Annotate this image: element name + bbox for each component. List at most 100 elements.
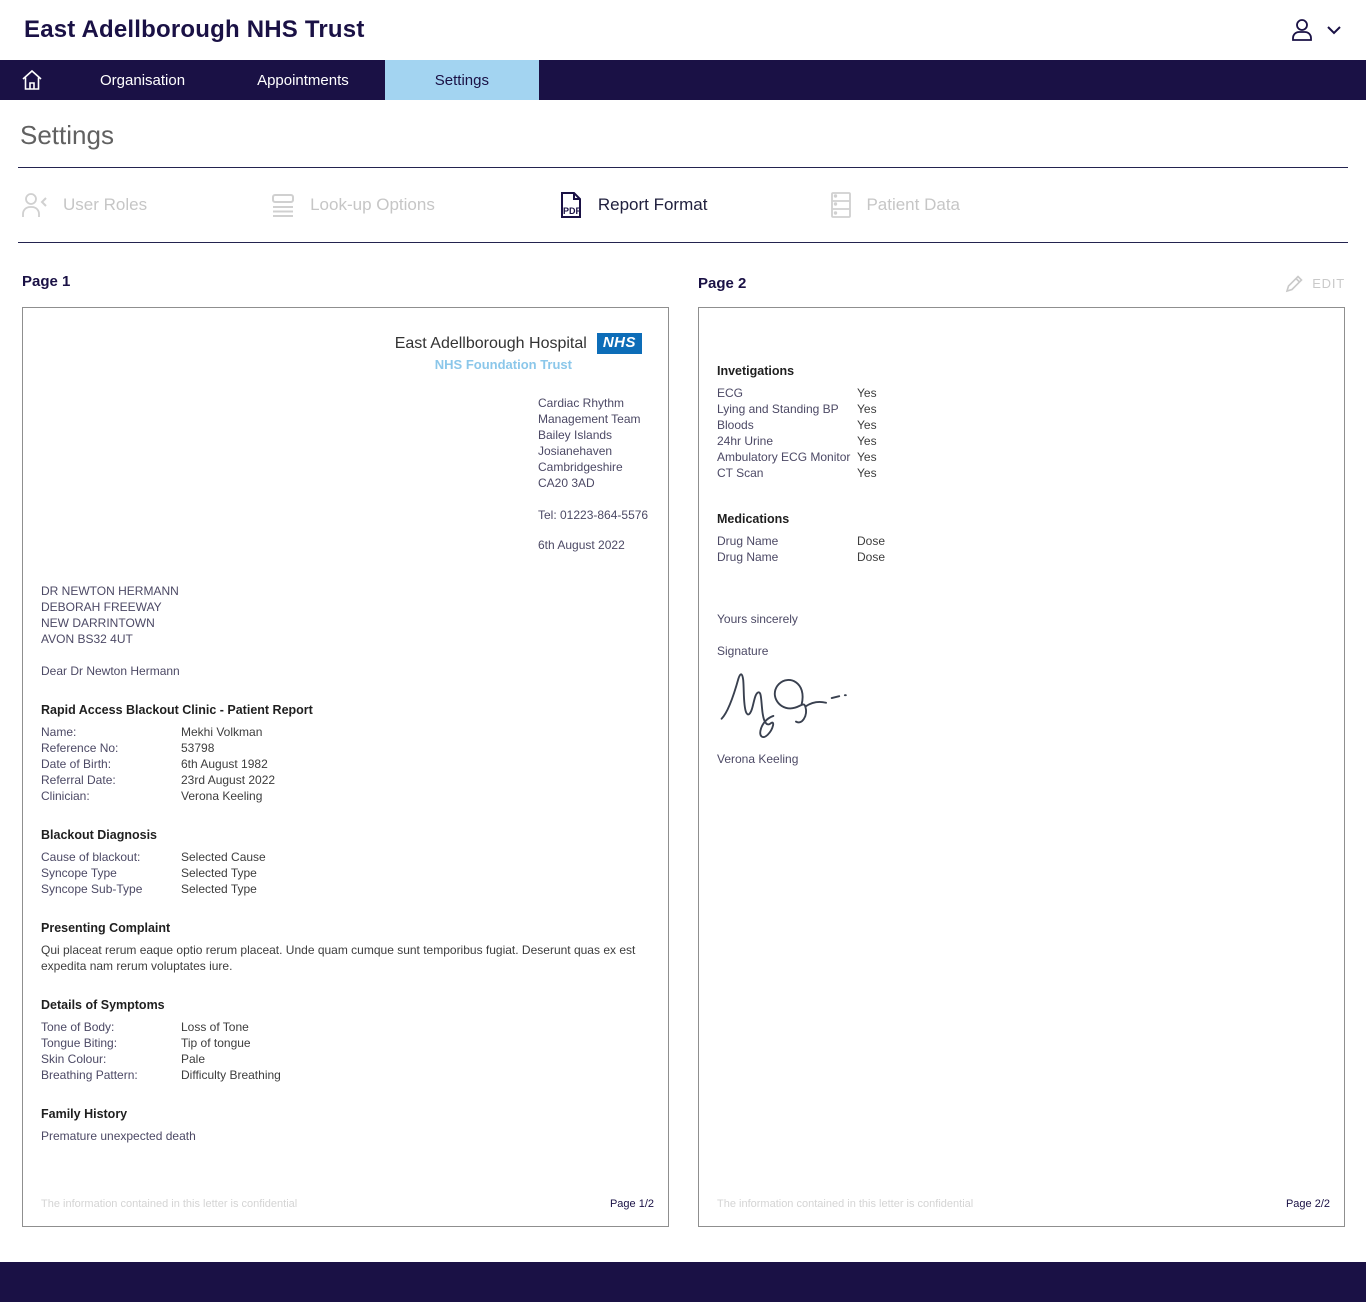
field-row: Skin Colour: Pale	[41, 1051, 650, 1067]
page1-label: Page 1	[22, 273, 71, 290]
subtab-label: Look-up Options	[310, 195, 435, 214]
address-line: Cardiac Rhythm	[538, 396, 625, 410]
closing-text: Yours sincerely	[717, 612, 798, 626]
field-value: Dose	[857, 534, 886, 548]
edit-button[interactable]: EDIT	[1284, 273, 1345, 294]
divider	[18, 242, 1348, 243]
user-menu[interactable]	[1288, 16, 1342, 44]
field-value: Tip of tongue	[181, 1036, 251, 1050]
settings-subtabs: User Roles Look-up Options PDF Report Fo…	[0, 168, 1366, 242]
trust-line: NHS Foundation Trust	[434, 357, 572, 372]
field-label: CT Scan	[717, 466, 764, 480]
symptoms-fields: Tone of Body: Loss of Tone Tongue Biting…	[41, 1019, 650, 1083]
nav-tab-organisation[interactable]: Organisation	[100, 71, 186, 89]
confidential-text: The information contained in this letter…	[717, 1198, 974, 1210]
family-history-text: Premature unexpected death	[41, 1129, 196, 1143]
field-label: Date of Birth:	[41, 757, 112, 771]
field-label: Cause of blackout:	[41, 850, 141, 864]
family-history-heading: Family History	[41, 1107, 128, 1121]
signatory-name: Verona Keeling	[717, 752, 799, 766]
field-row: Clinician: Verona Keeling	[41, 788, 650, 804]
address-line: DEBORAH FREEWAY	[41, 600, 162, 614]
field-row: CT Scan Yes	[717, 465, 1326, 481]
address-line: AVON BS32 4UT	[41, 632, 133, 646]
subtab-user-roles[interactable]: User Roles	[20, 190, 147, 220]
nav-tab-appointments[interactable]: Appointments	[257, 71, 349, 89]
complaint-text: Qui placeat rerum eaque optio rerum plac…	[41, 943, 636, 973]
field-value: Yes	[857, 418, 877, 432]
field-row: ECG Yes	[717, 385, 1326, 401]
investigations-heading: Invetigations	[717, 364, 795, 378]
nav-tab-settings[interactable]: Settings	[384, 60, 539, 100]
page-number: Page 1/2	[609, 1198, 654, 1210]
field-row: 24hr Urine Yes	[717, 433, 1326, 449]
field-label: Lying and Standing BP	[717, 402, 839, 416]
address-line: NEW DARRINTOWN	[41, 616, 155, 630]
field-row: Ambulatory ECG Monitor Yes	[717, 449, 1326, 465]
field-value: Selected Type	[181, 866, 257, 880]
field-value: Loss of Tone	[181, 1020, 249, 1034]
field-row: Syncope Sub-Type Selected Type	[41, 881, 650, 897]
field-row: Drug Name Dose	[717, 549, 1326, 565]
nhs-logo: NHS	[596, 333, 642, 354]
app-title: East Adellborough NHS Trust	[24, 16, 365, 43]
field-value: Verona Keeling	[181, 789, 263, 803]
page2-footer: The information contained in this letter…	[717, 1196, 1330, 1212]
subtab-patient-data[interactable]: Patient Data	[829, 190, 960, 220]
field-label: Clinician:	[41, 789, 90, 803]
page2-label: Page 2	[698, 275, 747, 292]
subtab-label: User Roles	[63, 195, 148, 214]
field-value: Yes	[857, 434, 877, 448]
field-value: Yes	[857, 466, 877, 480]
field-label: 24hr Urine	[717, 434, 774, 448]
field-row: Name: Mekhi Volkman	[41, 724, 650, 740]
document-page-2: Invetigations ECG Yes Lying and Standing…	[698, 307, 1345, 1227]
main-nav: Organisation Appointments Settings	[0, 60, 1366, 100]
subtab-label: Report Format	[597, 195, 708, 214]
field-label: Tongue Biting:	[41, 1036, 118, 1050]
home-icon	[20, 68, 44, 92]
medications-fields: Drug Name Dose Drug Name Dose	[717, 533, 1326, 565]
field-row: Tone of Body: Loss of Tone	[41, 1019, 650, 1035]
list-icon	[269, 191, 297, 219]
field-row: Date of Birth: 6th August 1982	[41, 756, 650, 772]
field-value: Yes	[857, 450, 877, 464]
address-line: DR NEWTON HERMANN	[41, 584, 179, 598]
field-row: Reference No: 53798	[41, 740, 650, 756]
field-value: Pale	[181, 1052, 206, 1066]
home-button[interactable]	[0, 60, 64, 100]
subtab-report-format[interactable]: PDF Report Format	[557, 190, 708, 220]
table-icon	[829, 190, 853, 220]
field-row: Drug Name Dose	[717, 533, 1326, 549]
signature-image	[717, 667, 1326, 747]
chevron-down-icon	[1326, 25, 1342, 35]
field-value: 53798	[181, 741, 215, 755]
field-label: Drug Name	[717, 550, 779, 564]
field-row: Bloods Yes	[717, 417, 1326, 433]
patient-fields: Name: Mekhi Volkman Reference No: 53798 …	[41, 724, 650, 804]
field-label: Drug Name	[717, 534, 779, 548]
signature-label: Signature	[717, 644, 769, 658]
page-title: Settings	[20, 120, 114, 150]
field-label: Tone of Body:	[41, 1020, 115, 1034]
address-line: Management Team	[538, 412, 641, 426]
field-row: Cause of blackout: Selected Cause	[41, 849, 650, 865]
hospital-name: East Adellborough Hospital	[394, 334, 587, 352]
field-value: Selected Type	[181, 882, 257, 896]
field-value: Yes	[857, 386, 877, 400]
divider	[18, 167, 1348, 168]
medications-heading: Medications	[717, 512, 790, 526]
field-value: 23rd August 2022	[181, 773, 276, 787]
telephone: Tel: 01223-864-5576	[538, 508, 649, 522]
letterhead: East Adellborough Hospital NHS NHS Found…	[41, 333, 650, 373]
address-line: Bailey Islands	[538, 428, 613, 442]
subtab-lookup-options[interactable]: Look-up Options	[269, 191, 435, 219]
field-label: Ambulatory ECG Monitor	[717, 450, 851, 464]
field-label: ECG	[717, 386, 744, 400]
field-label: Breathing Pattern:	[41, 1068, 138, 1082]
field-value: Difficulty Breathing	[181, 1068, 281, 1082]
pdf-icon: PDF	[557, 190, 585, 220]
field-label: Name:	[41, 725, 77, 739]
symptoms-heading: Details of Symptoms	[41, 998, 165, 1012]
diagnosis-fields: Cause of blackout: Selected Cause Syncop…	[41, 849, 650, 897]
